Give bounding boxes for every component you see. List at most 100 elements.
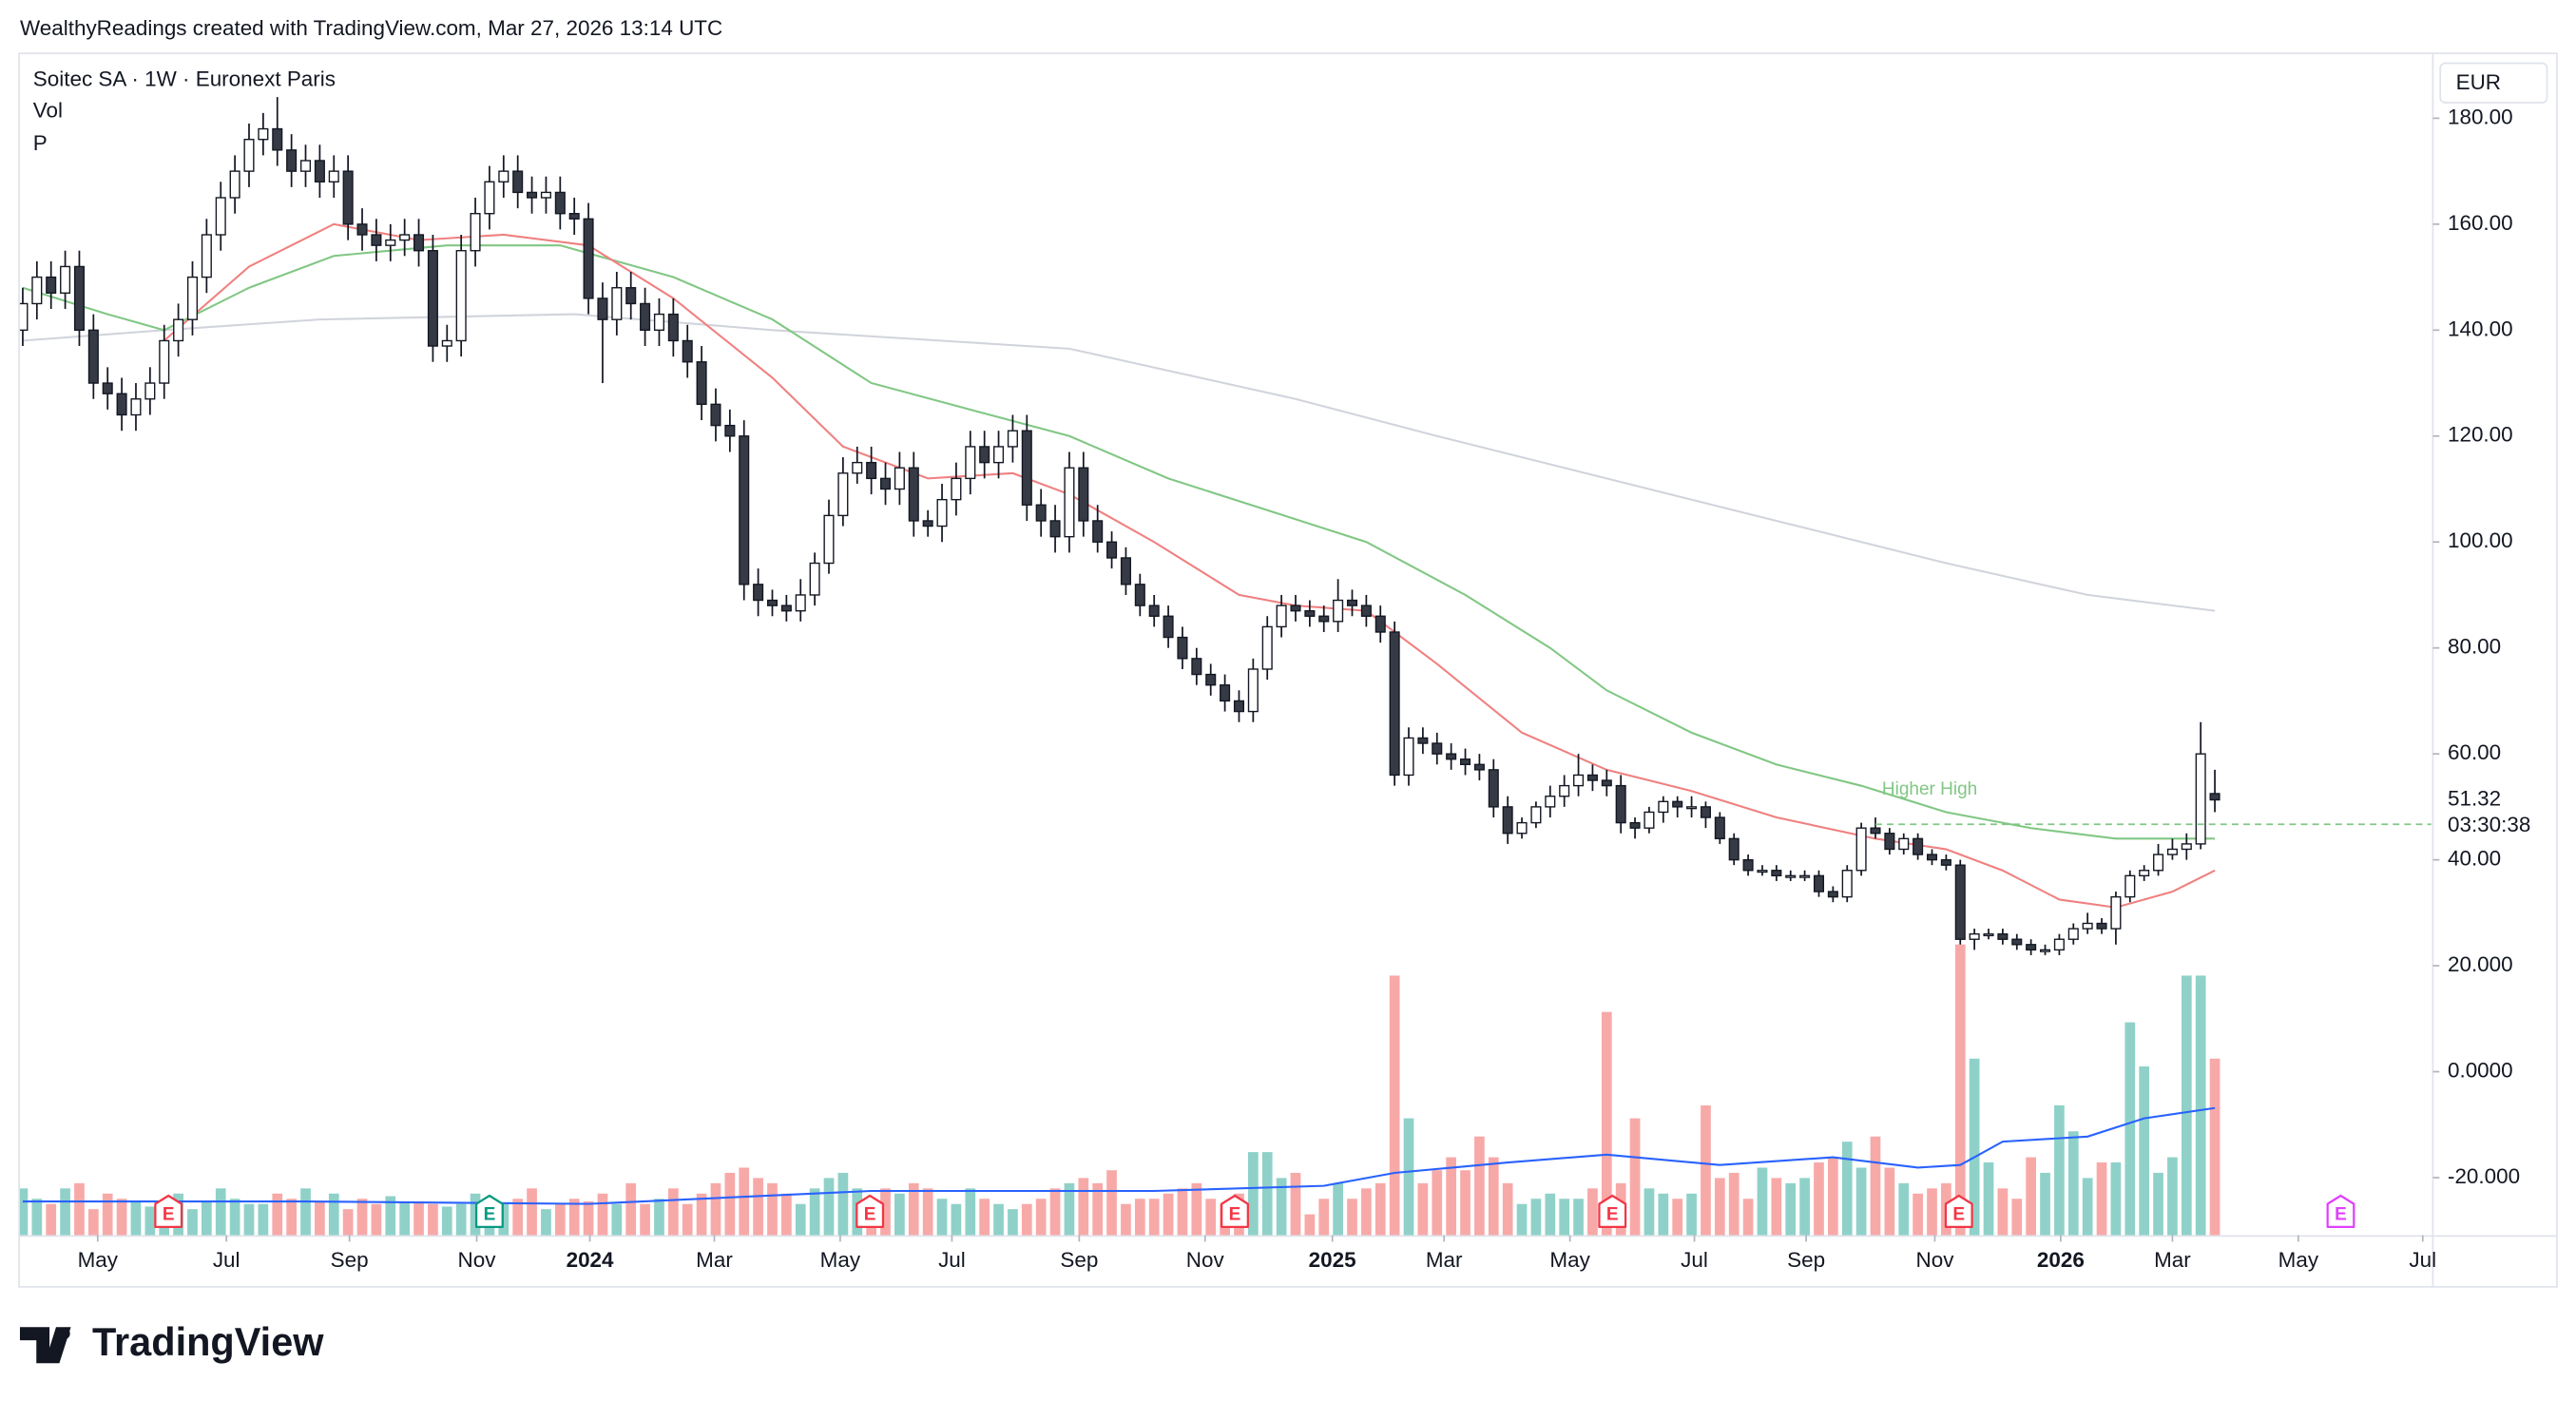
candle-body bbox=[1064, 467, 1075, 538]
volume-bar bbox=[1247, 1152, 1259, 1236]
candle-body bbox=[1686, 806, 1698, 810]
candle-body bbox=[116, 393, 127, 416]
candle-body bbox=[1841, 870, 1853, 898]
x-tick-label: Mar bbox=[2154, 1248, 2191, 1272]
logo-text: TradingView bbox=[92, 1319, 324, 1364]
candle-body bbox=[1502, 806, 1513, 835]
volume-bar bbox=[710, 1182, 721, 1236]
volume-bar bbox=[568, 1199, 580, 1236]
volume-bar bbox=[1121, 1203, 1131, 1236]
y-tick-label: 80.00 bbox=[2448, 635, 2501, 659]
candle-body bbox=[739, 435, 750, 585]
candle-body bbox=[1403, 737, 1414, 777]
candle-body bbox=[653, 313, 664, 332]
volume-bar bbox=[243, 1203, 255, 1236]
candle-body bbox=[1672, 800, 1683, 808]
volume-bar bbox=[1502, 1182, 1513, 1236]
volume-bar bbox=[1361, 1188, 1372, 1236]
volume-bar bbox=[1163, 1193, 1174, 1236]
volume-bar bbox=[1304, 1214, 1316, 1236]
y-tick-label: 180.00 bbox=[2448, 105, 2513, 128]
candle-body bbox=[1870, 827, 1881, 835]
candle-body bbox=[667, 313, 679, 342]
candle-body bbox=[1333, 599, 1344, 623]
currency-box[interactable] bbox=[2439, 62, 2548, 104]
volume-bar bbox=[541, 1209, 551, 1236]
candle-body bbox=[724, 424, 736, 437]
candle-body bbox=[144, 382, 156, 400]
volume-bar bbox=[993, 1203, 1004, 1236]
candle-body bbox=[1134, 584, 1145, 606]
volume-bar bbox=[2054, 1104, 2065, 1236]
candle-body bbox=[2096, 922, 2107, 930]
candle-body bbox=[597, 297, 608, 320]
volume-bar bbox=[1375, 1182, 1386, 1236]
candle-body bbox=[371, 234, 382, 246]
candle-body bbox=[385, 239, 396, 246]
volume-bar bbox=[1389, 975, 1400, 1236]
earnings-marker bbox=[855, 1194, 885, 1228]
candle-body bbox=[1148, 605, 1160, 617]
candle-body bbox=[1346, 599, 1358, 606]
volume-bar bbox=[1403, 1118, 1414, 1236]
volume-bar bbox=[1997, 1188, 2009, 1236]
candle-body bbox=[427, 250, 438, 347]
candle-body bbox=[809, 562, 820, 596]
volume-bar bbox=[1078, 1178, 1089, 1236]
volume-bar bbox=[1701, 1104, 1711, 1236]
candle-body bbox=[73, 265, 85, 332]
candle-body bbox=[795, 594, 806, 612]
volume-bar bbox=[328, 1193, 339, 1236]
candle-body bbox=[1261, 625, 1273, 670]
x-tick-label: Nov bbox=[1186, 1248, 1225, 1272]
volume-bar bbox=[1460, 1170, 1471, 1236]
candle-body bbox=[1573, 774, 1585, 787]
volume-bar bbox=[1205, 1199, 1217, 1236]
frame bbox=[18, 52, 2558, 1288]
volume-bar bbox=[809, 1188, 820, 1236]
volume-bar bbox=[2124, 1022, 2136, 1236]
candle-body bbox=[710, 403, 721, 427]
volume-bar bbox=[74, 1182, 85, 1236]
volume-bar bbox=[1417, 1182, 1429, 1236]
candle-body bbox=[130, 398, 142, 416]
candle-body bbox=[342, 170, 354, 225]
candle-body bbox=[1983, 932, 1994, 937]
candle-body bbox=[2166, 848, 2178, 855]
volume-bar bbox=[2195, 975, 2206, 1236]
candle-body bbox=[1417, 737, 1429, 744]
candle-body bbox=[1545, 796, 1556, 808]
volume-bar bbox=[1559, 1199, 1570, 1236]
candle-body bbox=[2053, 938, 2065, 951]
moving-average bbox=[163, 222, 2216, 909]
candle-body bbox=[1559, 784, 1570, 797]
candle-body bbox=[484, 181, 495, 215]
volume-bar bbox=[455, 1203, 467, 1236]
volume-bar bbox=[1644, 1188, 1655, 1236]
x-tick-label: Sep bbox=[1787, 1248, 1825, 1272]
candle-body bbox=[1205, 673, 1217, 686]
y-tick-label: 120.00 bbox=[2448, 423, 2513, 447]
candle-body bbox=[1459, 758, 1471, 765]
candle-body bbox=[1389, 631, 1400, 777]
x-tick-label: Mar bbox=[696, 1248, 733, 1272]
y-tick-label: 60.00 bbox=[2448, 740, 2501, 764]
volume-bar bbox=[753, 1178, 763, 1236]
volume-bar bbox=[1530, 1199, 1542, 1236]
candle-body bbox=[753, 584, 764, 602]
candle-body bbox=[979, 446, 990, 464]
volume-bar bbox=[300, 1188, 311, 1236]
y-tick-label: 40.00 bbox=[2448, 847, 2501, 871]
candle-body bbox=[470, 213, 481, 252]
volume-bar bbox=[1177, 1188, 1188, 1236]
volume-bar bbox=[1148, 1199, 1160, 1236]
volume-bar bbox=[31, 1199, 43, 1236]
volume-bar bbox=[1092, 1182, 1104, 1236]
candle-body bbox=[356, 223, 368, 236]
volume-bar bbox=[512, 1199, 524, 1236]
volume-bar bbox=[625, 1182, 637, 1236]
candle-body bbox=[1290, 605, 1301, 612]
candle-body bbox=[1757, 870, 1768, 873]
candle-body bbox=[413, 234, 425, 252]
